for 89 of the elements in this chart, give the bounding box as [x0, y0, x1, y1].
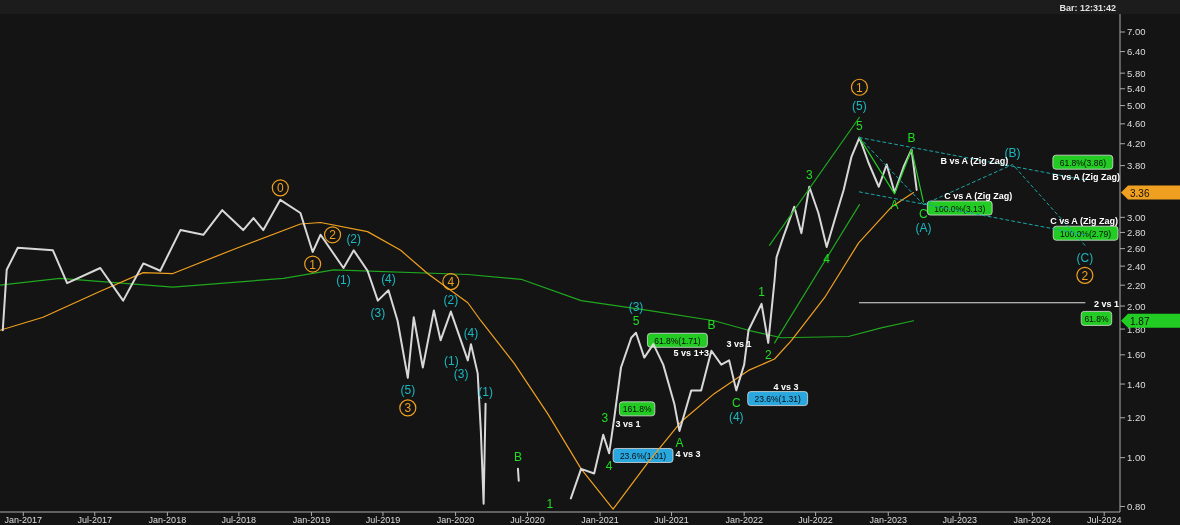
- y-tick-label: 7.00: [1127, 26, 1146, 38]
- annotation: (A): [915, 221, 932, 236]
- x-tick-label: Jan-2019: [292, 515, 331, 525]
- text: 3.36: [1130, 187, 1150, 199]
- annotation: (4): [728, 409, 744, 424]
- annotation: 2: [329, 228, 337, 243]
- y-tick-label: 1.00: [1127, 452, 1146, 464]
- y-tick-label: 2.40: [1127, 260, 1146, 272]
- annotation: 5 vs 1+3: [673, 348, 709, 359]
- annotation: 4: [823, 252, 831, 267]
- y-tick-label: 3.00: [1127, 211, 1146, 223]
- annotation: 2: [1081, 268, 1089, 283]
- annotation: (1): [443, 353, 459, 368]
- annotation: 2 vs 1: [1093, 298, 1119, 309]
- annotation: 3 vs 1: [615, 419, 641, 430]
- annotation: B: [907, 131, 916, 146]
- annotation: 1: [856, 80, 864, 95]
- annotation: 4 vs 3: [773, 381, 799, 392]
- annotation: 0: [276, 181, 284, 196]
- annotation: (2): [346, 231, 362, 246]
- x-tick-label: Jan-2024: [1013, 515, 1052, 525]
- y-tick-label: 3.80: [1127, 160, 1146, 172]
- annotation: 61.8%(3.86): [1059, 157, 1107, 168]
- annotation: B: [513, 450, 522, 465]
- x-tick-label: Jan-2017: [4, 515, 43, 525]
- annotation: (4): [463, 325, 479, 340]
- annotation: 23.6%(1.31): [754, 394, 801, 405]
- annotation: 100.0%(2.79): [1060, 228, 1112, 239]
- y-tick-label: 2.20: [1127, 279, 1146, 291]
- y-tick-label: 5.80: [1127, 67, 1146, 79]
- x-tick-label: Jan-2022: [725, 515, 763, 525]
- annotation: C: [919, 207, 929, 222]
- annotation: 100.0%(3.13): [934, 203, 986, 214]
- annotation: 2: [764, 348, 772, 363]
- annotation: 3: [601, 411, 609, 426]
- x-tick-label: Jul-2021: [654, 515, 689, 525]
- annotation: 1: [758, 285, 766, 300]
- annotation: 61.8%: [1084, 313, 1109, 324]
- annotation: 161.8%: [622, 404, 652, 415]
- y-tick-label: 4.20: [1127, 138, 1146, 150]
- annotation: 5: [856, 119, 864, 134]
- y-tick-label: 1.60: [1127, 349, 1146, 361]
- y-tick-label: 2.00: [1127, 300, 1146, 312]
- y-tick-label: 5.40: [1127, 83, 1146, 95]
- annotation: (C): [1076, 250, 1094, 265]
- annotation: B vs A (Zig Zag): [1052, 172, 1120, 183]
- x-tick-label: Jul-2022: [798, 515, 833, 525]
- y-tick-label: 4.60: [1127, 118, 1146, 130]
- annotation: 61.8%(1.71): [654, 335, 701, 346]
- x-tick-label: Jan-2023: [869, 515, 908, 525]
- text: 1.87: [1130, 315, 1150, 327]
- annotation: 3: [805, 168, 813, 183]
- annotation: B: [707, 318, 716, 333]
- annotation: (3): [453, 366, 469, 381]
- x-tick-label: Jan-2021: [581, 515, 619, 525]
- x-tick-label: Jul-2024: [1086, 515, 1122, 525]
- x-tick-label: Jul-2019: [365, 515, 401, 525]
- annotation: 4 vs 3: [675, 449, 701, 460]
- annotation: (4): [381, 271, 396, 286]
- y-tick-label: 1.20: [1127, 412, 1146, 424]
- x-tick-label: Jul-2020: [510, 515, 545, 525]
- annotation: 5: [632, 314, 640, 329]
- annotation: 1: [546, 496, 554, 511]
- annotation: 4: [605, 458, 613, 473]
- annotation: (2): [443, 293, 459, 308]
- y-tick-label: 5.00: [1127, 100, 1146, 112]
- x-tick-label: Jan-2020: [436, 515, 475, 525]
- annotation: C vs A (Zig Zag): [944, 191, 1013, 202]
- y-tick-label: 2.60: [1127, 243, 1146, 255]
- y-tick-label: 0.80: [1127, 500, 1146, 512]
- annotation: (5): [852, 98, 867, 113]
- annotation: 4: [447, 275, 455, 290]
- x-tick-label: Jul-2018: [221, 515, 257, 525]
- annotation: 1: [309, 257, 317, 272]
- y-tick-label: 6.40: [1127, 46, 1146, 58]
- annotation: 3 vs 1: [726, 338, 752, 349]
- annotation: C: [731, 395, 741, 410]
- annotation: (3): [370, 306, 386, 321]
- annotation: 3: [404, 401, 412, 416]
- annotation: A: [675, 436, 684, 451]
- x-tick-label: Jul-2017: [77, 515, 113, 525]
- y-tick-label: 1.40: [1127, 378, 1146, 390]
- chart-subtitle: Bar: 12:31:42: [1059, 3, 1116, 13]
- annotation: (5): [400, 383, 416, 398]
- annotation: (1): [336, 273, 351, 288]
- y-tick-label: 2.80: [1127, 226, 1146, 238]
- x-tick-label: Jul-2023: [942, 515, 977, 525]
- annotation: C vs A (Zig Zag): [1050, 215, 1119, 226]
- x-tick-label: Jan-2018: [148, 515, 187, 525]
